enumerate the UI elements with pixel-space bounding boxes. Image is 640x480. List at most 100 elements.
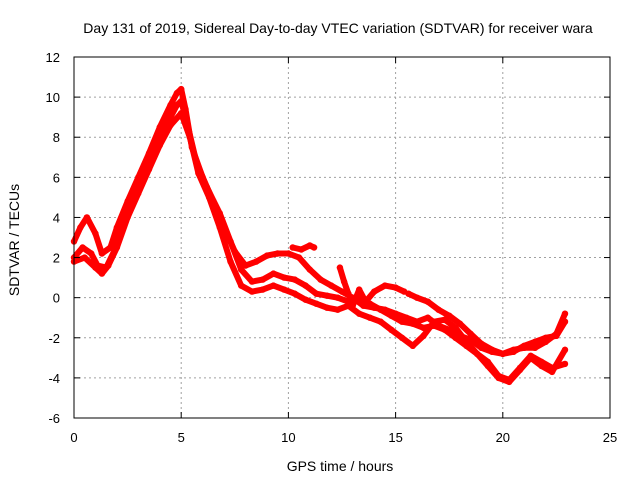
data-point [270, 270, 277, 277]
x-tick-label: 20 [496, 430, 510, 445]
data-point [553, 332, 560, 339]
data-point [259, 286, 266, 293]
data-point [98, 270, 106, 277]
data-point [484, 362, 491, 370]
data-point [317, 276, 324, 283]
data-point [495, 374, 502, 382]
data-point [521, 342, 528, 349]
data-point [291, 276, 298, 283]
data-point [356, 286, 363, 293]
data-point [561, 346, 569, 353]
x-tick-label: 15 [388, 430, 402, 445]
data-point [145, 166, 153, 173]
data-point [334, 294, 341, 301]
data-point [338, 288, 346, 295]
data-point [167, 122, 174, 129]
data-point [542, 334, 549, 341]
data-point [452, 324, 459, 331]
x-tick-label: 10 [281, 430, 295, 445]
data-point [362, 298, 369, 305]
data-point [79, 244, 86, 251]
data-point [248, 288, 256, 295]
data-point [488, 346, 496, 353]
data-point [77, 224, 84, 231]
data-point [467, 330, 474, 337]
data-point [452, 334, 459, 341]
data-point [167, 101, 174, 109]
data-point [227, 238, 234, 245]
data-point [81, 254, 88, 261]
data-point [398, 318, 406, 325]
data-point [156, 142, 163, 149]
data-point [306, 266, 313, 273]
y-tick-label: 8 [53, 130, 60, 145]
data-point [280, 274, 288, 281]
data-point [424, 298, 431, 305]
data-point [561, 310, 569, 317]
data-point [167, 114, 174, 121]
data-point [113, 244, 121, 251]
data-point [178, 97, 185, 105]
data-point [274, 250, 281, 257]
data-point [531, 344, 539, 351]
x-tick-label: 25 [603, 430, 617, 445]
data-point [253, 258, 260, 265]
data-point [420, 332, 427, 339]
data-point [478, 340, 485, 347]
data-point [173, 101, 181, 109]
data-point [463, 338, 470, 345]
data-point [238, 266, 245, 273]
series-line-satellite-track-5 [336, 264, 408, 309]
series-layer [70, 85, 569, 386]
data-point [205, 194, 213, 201]
data-point [424, 314, 431, 321]
data-point [413, 294, 421, 301]
data-point [441, 316, 449, 323]
y-tick-label: 4 [53, 210, 60, 225]
data-point [186, 134, 193, 141]
data-point [83, 214, 91, 221]
data-point [313, 300, 320, 307]
data-point [295, 254, 303, 261]
data-point [516, 366, 524, 374]
data-point [349, 302, 356, 309]
data-point [527, 354, 534, 361]
data-point [366, 314, 374, 321]
data-point [98, 250, 106, 257]
data-point [92, 264, 99, 271]
data-point [446, 312, 453, 319]
data-point [88, 250, 95, 257]
y-tick-label: -6 [48, 411, 60, 426]
data-point [409, 342, 416, 349]
data-point [456, 320, 464, 327]
data-point [506, 378, 513, 386]
data-point [173, 89, 181, 97]
y-tick-label: -4 [48, 371, 60, 386]
data-point [310, 244, 318, 251]
data-point [388, 326, 395, 333]
data-point [285, 250, 292, 257]
data-point [248, 278, 256, 285]
data-point [280, 286, 288, 293]
data-point [561, 318, 569, 325]
data-point [499, 350, 506, 357]
data-point [124, 214, 131, 221]
data-point [291, 290, 298, 297]
axis-ticks: 0 5 10 15 20 25 -6 -4 -2 0 2 4 6 8 10 12 [46, 50, 618, 445]
data-point [377, 306, 384, 313]
y-tick-label: -2 [48, 331, 60, 346]
y-tick-label: 10 [46, 90, 60, 105]
series-line-satellite-track-1 [71, 86, 568, 357]
data-point [263, 252, 271, 259]
data-point [323, 304, 331, 311]
plot-frame [73, 56, 611, 419]
data-point [227, 258, 234, 265]
data-point [113, 224, 121, 231]
data-point [381, 282, 389, 289]
data-point [340, 278, 348, 285]
y-tick-label: 2 [53, 251, 60, 266]
data-point [334, 306, 341, 313]
data-point [371, 288, 378, 295]
data-point [323, 292, 331, 299]
